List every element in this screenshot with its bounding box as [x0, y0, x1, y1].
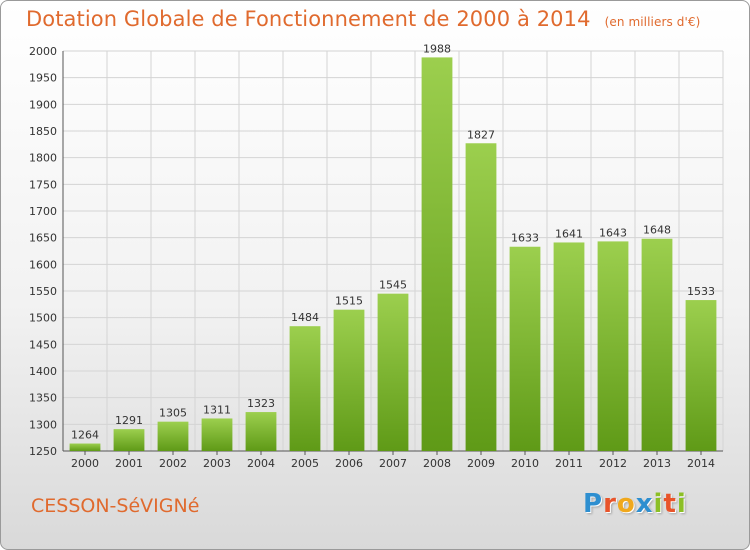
data-label-2001: 1291 [115, 414, 143, 427]
x-tick-label: 2011 [555, 457, 583, 470]
bar-2004 [245, 412, 277, 451]
data-label-2013: 1648 [643, 224, 671, 237]
logo-letter: t [663, 489, 677, 519]
x-tick-label: 2006 [335, 457, 363, 470]
data-label-2007: 1545 [379, 279, 407, 292]
y-tick-label: 1600 [29, 258, 57, 271]
y-tick-label: 1450 [29, 338, 57, 351]
x-tick-label: 2014 [687, 457, 715, 470]
y-tick-label: 1300 [29, 418, 57, 431]
bar-2003 [201, 418, 233, 451]
data-label-2014: 1533 [687, 285, 715, 298]
x-tick-label: 2007 [379, 457, 407, 470]
bar-2006 [333, 309, 365, 451]
x-tick-label: 2002 [159, 457, 187, 470]
tick-labels: 1250 1300 1350 1400 1450 1500 1550 1600 1650 1700… [29, 45, 715, 470]
y-tick-label: 1800 [29, 152, 57, 165]
y-tick-label: 1650 [29, 232, 57, 245]
data-label-2010: 1633 [511, 232, 539, 245]
data-label-2004: 1323 [247, 397, 275, 410]
logo-letter: o [616, 489, 636, 519]
y-tick-label: 1850 [29, 125, 57, 138]
x-tick-label: 2004 [247, 457, 275, 470]
data-label-2008: 1988 [423, 42, 451, 55]
bar-2000 [69, 443, 101, 451]
chart-title: Dotation Globale de Fonctionnement de 20… [26, 7, 700, 31]
x-tick-label: 2003 [203, 457, 231, 470]
data-labels: 1264 1291 1305 1311 1323 1484 1515 1545 1988 1827… [71, 42, 715, 441]
bar-2013 [641, 238, 673, 451]
bar-2009 [465, 143, 497, 451]
bar-2008 [421, 57, 453, 452]
logo-letter: x [635, 489, 654, 519]
city-name: CESSON-SéVIGNé [31, 495, 200, 517]
y-tick-label: 1750 [29, 178, 57, 191]
y-tick-label: 1950 [29, 72, 57, 85]
bar-2007 [377, 293, 409, 451]
bar-2011 [553, 242, 585, 451]
y-tick-label: 2000 [29, 45, 57, 58]
x-tick-label: 2012 [599, 457, 627, 470]
chart-unit-label: (en milliers d'€) [604, 15, 701, 29]
logo-letter: i [653, 489, 664, 519]
logo-letter: r [603, 489, 617, 519]
x-tick-label: 2008 [423, 457, 451, 470]
y-tick-label: 1500 [29, 312, 57, 325]
data-label-2005: 1484 [291, 311, 319, 324]
data-label-2003: 1311 [203, 403, 231, 416]
data-label-2009: 1827 [467, 128, 495, 141]
bar-2014 [685, 300, 717, 451]
y-tick-label: 1250 [29, 445, 57, 458]
bar-2005 [289, 326, 321, 451]
x-tick-label: 2000 [71, 457, 99, 470]
logo-letter: P [583, 489, 604, 519]
proxiti-logo: Proxiti [583, 489, 687, 519]
y-tick-label: 1900 [29, 98, 57, 111]
data-label-2002: 1305 [159, 407, 187, 420]
bar-2002 [157, 421, 189, 451]
x-tick-label: 2009 [467, 457, 495, 470]
x-tick-label: 2010 [511, 457, 539, 470]
x-tick-label: 2005 [291, 457, 319, 470]
y-tick-label: 1350 [29, 392, 57, 405]
logo-letter: i [676, 489, 687, 519]
x-tick-label: 2001 [115, 457, 143, 470]
data-label-2006: 1515 [335, 295, 363, 308]
data-label-2011: 1641 [555, 227, 583, 240]
bar-2010 [509, 246, 541, 451]
data-label-2000: 1264 [71, 429, 99, 442]
y-tick-label: 1400 [29, 365, 57, 378]
data-label-2012: 1643 [599, 226, 627, 239]
chart-title-text: Dotation Globale de Fonctionnement de 20… [26, 7, 591, 31]
x-tick-label: 2013 [643, 457, 671, 470]
y-tick-label: 1700 [29, 205, 57, 218]
bars [69, 57, 717, 452]
bar-2001 [113, 429, 145, 451]
y-tick-label: 1550 [29, 285, 57, 298]
bar-2012 [597, 241, 629, 451]
